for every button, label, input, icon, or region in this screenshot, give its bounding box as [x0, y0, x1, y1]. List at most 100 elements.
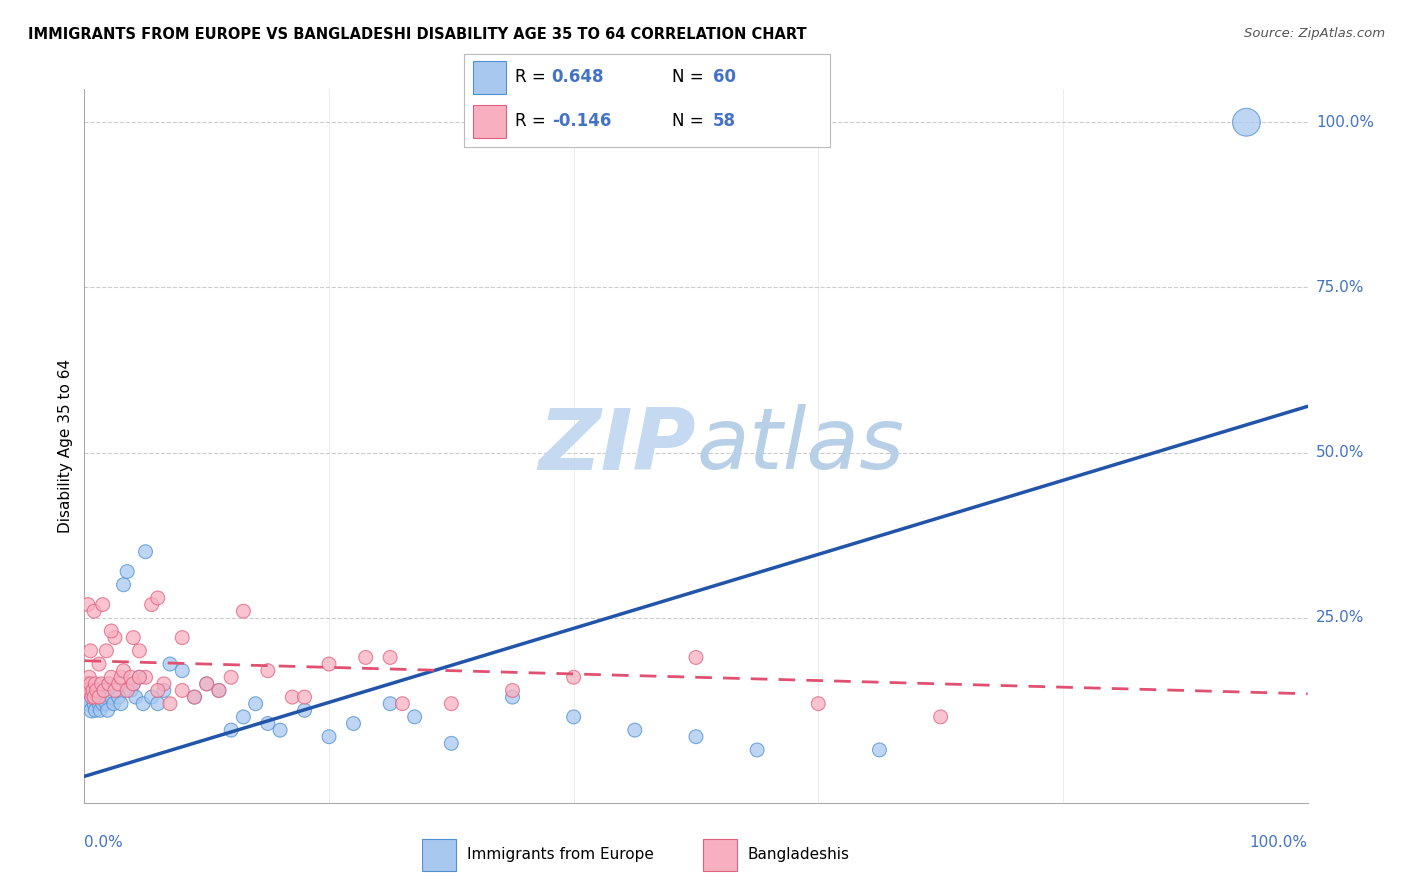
Text: 60: 60	[713, 69, 735, 87]
Point	[105, 683, 128, 698]
Point	[77, 677, 100, 691]
Text: R =: R =	[515, 69, 551, 87]
Point	[172, 664, 194, 678]
Bar	[472, 61, 506, 94]
Point	[128, 670, 150, 684]
Point	[107, 690, 129, 704]
Point	[83, 604, 105, 618]
Point	[391, 697, 413, 711]
Point	[501, 690, 523, 704]
Point	[146, 697, 169, 711]
Point	[380, 650, 402, 665]
Point	[79, 644, 101, 658]
Point	[93, 683, 115, 698]
Text: R =: R =	[515, 112, 551, 130]
Point	[86, 683, 108, 698]
Point	[153, 677, 176, 691]
Point	[232, 604, 254, 618]
Point	[135, 670, 157, 684]
Point	[112, 578, 135, 592]
Point	[869, 743, 891, 757]
Point	[100, 670, 122, 684]
Point	[172, 631, 194, 645]
Point	[122, 677, 145, 691]
Point	[90, 690, 112, 704]
Point	[141, 690, 163, 704]
Point	[318, 730, 340, 744]
Point	[183, 690, 205, 704]
Point	[104, 683, 127, 698]
Point	[125, 690, 148, 704]
Point	[135, 545, 157, 559]
Point	[929, 710, 952, 724]
Text: 58: 58	[713, 112, 735, 130]
Point	[84, 703, 107, 717]
Point	[90, 677, 112, 691]
Point	[257, 664, 280, 678]
Point	[87, 657, 110, 671]
Text: 0.648: 0.648	[551, 69, 605, 87]
Point	[294, 690, 316, 704]
Point	[87, 690, 110, 704]
Text: 75.0%: 75.0%	[1316, 280, 1364, 295]
Point	[1234, 115, 1257, 129]
Bar	[472, 105, 506, 138]
Point	[141, 598, 163, 612]
Point	[232, 710, 254, 724]
Text: N =: N =	[672, 112, 709, 130]
Bar	[422, 839, 456, 871]
Point	[107, 677, 129, 691]
Point	[79, 677, 101, 691]
Point	[159, 657, 181, 671]
Point	[96, 644, 118, 658]
Point	[103, 697, 125, 711]
Point	[97, 703, 120, 717]
Point	[112, 664, 135, 678]
Point	[77, 598, 100, 612]
Point	[159, 697, 181, 711]
Point	[219, 670, 242, 684]
Point	[97, 677, 120, 691]
Text: 0.0%: 0.0%	[84, 835, 124, 850]
Point	[257, 716, 280, 731]
Point	[440, 736, 463, 750]
Point	[380, 697, 402, 711]
Point	[96, 697, 118, 711]
Text: Immigrants from Europe: Immigrants from Europe	[467, 847, 654, 862]
Point	[269, 723, 291, 738]
Point	[440, 697, 463, 711]
Point	[195, 677, 218, 691]
Point	[110, 697, 132, 711]
Point	[219, 723, 242, 738]
Point	[120, 683, 142, 698]
Point	[208, 683, 231, 698]
Point	[87, 697, 110, 711]
Point	[80, 703, 103, 717]
Point	[82, 690, 104, 704]
Point	[404, 710, 426, 724]
Point	[87, 690, 110, 704]
Text: 25.0%: 25.0%	[1316, 610, 1364, 625]
Point	[77, 670, 100, 684]
Point	[245, 697, 267, 711]
Point	[146, 683, 169, 698]
Bar	[703, 839, 737, 871]
Point	[83, 690, 105, 704]
Point	[79, 683, 101, 698]
Text: ZIP: ZIP	[538, 404, 696, 488]
Point	[89, 703, 111, 717]
Point	[342, 716, 364, 731]
Point	[562, 710, 585, 724]
Point	[77, 683, 100, 698]
Point	[76, 690, 98, 704]
Point	[77, 683, 100, 698]
Point	[94, 690, 117, 704]
Point	[294, 703, 316, 717]
Point	[807, 697, 830, 711]
Point	[115, 565, 138, 579]
Point	[91, 598, 114, 612]
Point	[100, 690, 122, 704]
Point	[146, 591, 169, 605]
Point	[84, 677, 107, 691]
Point	[91, 697, 114, 711]
